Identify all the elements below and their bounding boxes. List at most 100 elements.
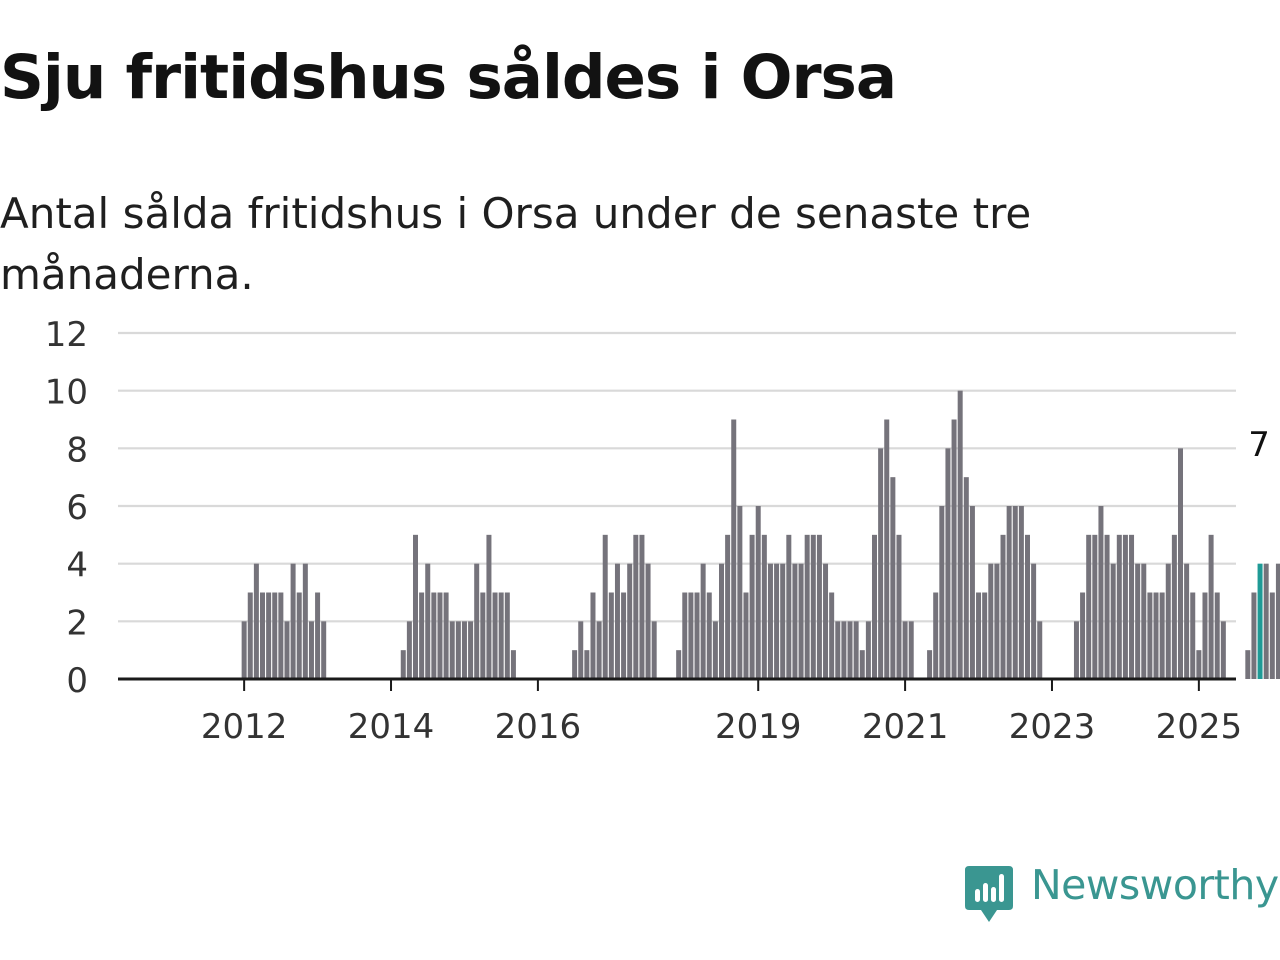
bar <box>847 621 853 679</box>
bar <box>1214 592 1220 679</box>
bar <box>1171 534 1177 679</box>
bar <box>1092 534 1098 679</box>
bar <box>639 534 645 679</box>
bar <box>1153 592 1159 679</box>
bar <box>1006 506 1012 679</box>
bar <box>241 621 247 679</box>
bar <box>645 563 651 679</box>
bar <box>1184 563 1190 679</box>
x-tick-label: 2014 <box>348 707 435 747</box>
bar <box>474 563 480 679</box>
bar <box>400 650 406 679</box>
bar <box>969 506 975 679</box>
bar <box>419 592 425 679</box>
bar <box>1104 534 1110 679</box>
bar <box>682 592 688 679</box>
bar <box>761 534 767 679</box>
bar <box>816 534 822 679</box>
x-tick-label: 2012 <box>201 707 288 747</box>
bar <box>1073 621 1079 679</box>
bar <box>455 621 461 679</box>
bar <box>927 650 933 679</box>
bar <box>872 534 877 679</box>
bar <box>835 621 841 679</box>
bar <box>1037 621 1043 679</box>
bar <box>1202 592 1208 679</box>
bar-chart: 0 2 4 6 8 10 12 7 2012 2014 2016 2019 2021 2023 2025 <box>45 315 1280 747</box>
bar <box>504 592 510 679</box>
bar <box>767 563 773 679</box>
bar <box>853 621 859 679</box>
bar <box>321 621 327 679</box>
bar <box>449 621 455 679</box>
bar <box>1245 650 1251 679</box>
x-tick-label: 2025 <box>1156 707 1243 747</box>
y-tick-label: 2 <box>66 603 88 643</box>
bar <box>951 419 957 679</box>
bar <box>1122 534 1128 679</box>
y-tick-label: 4 <box>66 546 88 586</box>
bar <box>841 621 847 679</box>
bar <box>719 563 724 679</box>
bar <box>290 563 296 679</box>
bar <box>596 621 602 679</box>
x-tick-label: 2021 <box>862 707 949 747</box>
bar <box>308 621 314 679</box>
bar <box>1110 563 1116 679</box>
bar <box>700 563 706 679</box>
bar <box>480 592 486 679</box>
bar <box>786 534 792 679</box>
bar <box>1165 563 1171 679</box>
bar <box>578 621 584 679</box>
bar <box>976 592 982 679</box>
bar <box>315 592 321 679</box>
bar <box>994 563 1000 679</box>
bar <box>1080 592 1086 679</box>
bar <box>939 506 945 679</box>
bar <box>260 592 265 679</box>
newsworthy-logo-icon <box>965 866 1013 922</box>
bar <box>572 650 578 679</box>
bar <box>1025 534 1030 679</box>
chart-title: Sju fritidshus såldes i Orsa <box>0 42 897 113</box>
bar <box>1098 506 1104 679</box>
bar <box>651 621 657 679</box>
bar <box>706 592 712 679</box>
bar <box>731 419 737 679</box>
bar <box>431 592 437 679</box>
bar <box>266 592 272 679</box>
bar <box>296 592 302 679</box>
bar <box>272 592 278 679</box>
bar <box>810 534 816 679</box>
bar <box>878 448 884 679</box>
bar <box>278 592 284 679</box>
bar <box>1269 592 1275 679</box>
bar <box>743 592 749 679</box>
bar <box>437 592 443 679</box>
bar <box>829 592 835 679</box>
chart-subtitle: Antal sålda fritidshus i Orsa under de s… <box>0 189 1032 299</box>
bar <box>957 390 963 679</box>
bar <box>1275 563 1280 679</box>
bar <box>737 506 743 679</box>
bar <box>621 592 627 679</box>
bar <box>774 563 780 679</box>
bar <box>780 563 786 679</box>
bar <box>896 534 902 679</box>
bar <box>302 563 308 679</box>
bar <box>890 477 896 679</box>
bar <box>755 506 761 679</box>
bar <box>608 592 614 679</box>
bar <box>1031 563 1037 679</box>
bar <box>1220 621 1226 679</box>
x-tick-label: 2016 <box>495 707 582 747</box>
bar <box>1086 534 1092 679</box>
bar <box>792 563 798 679</box>
bar <box>963 477 969 679</box>
y-tick-label: 6 <box>66 488 88 528</box>
bar <box>1135 563 1141 679</box>
bar <box>584 650 590 679</box>
bar <box>510 650 516 679</box>
bar <box>725 534 731 679</box>
